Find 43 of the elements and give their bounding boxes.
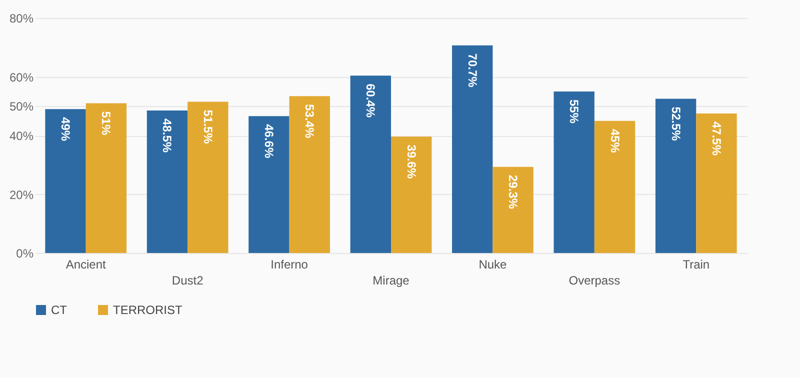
bar — [289, 96, 330, 253]
bar — [696, 113, 737, 253]
x-tick-label: Overpass — [568, 274, 620, 288]
x-tick-label: Inferno — [270, 258, 308, 272]
data-label: 39.6% — [404, 144, 418, 180]
y-tick-label: 80% — [9, 12, 34, 26]
legend-label: CT — [51, 303, 68, 317]
y-tick-label: 50% — [9, 100, 34, 114]
data-label: 48.5% — [160, 118, 174, 153]
x-tick-label: Dust2 — [172, 274, 204, 288]
y-tick-label: 0% — [16, 246, 34, 260]
x-tick-label: Mirage — [372, 274, 410, 288]
data-label: 55% — [567, 99, 582, 124]
data-label: 47.5% — [709, 121, 724, 156]
bar — [45, 109, 86, 253]
data-label: 29.3% — [506, 174, 520, 210]
data-label: 70.7% — [465, 53, 480, 88]
bar — [86, 103, 127, 253]
bar — [188, 102, 228, 253]
bar — [554, 91, 594, 253]
data-label: 60.4% — [364, 84, 378, 118]
y-tick-label: 40% — [9, 129, 34, 143]
x-tick-label: Ancient — [66, 258, 107, 272]
data-label: 49% — [58, 117, 73, 142]
bar — [492, 166, 534, 253]
data-label: 45% — [608, 128, 622, 154]
y-tick-label: 20% — [9, 188, 34, 202]
bar — [350, 76, 391, 253]
data-label: 53.4% — [302, 104, 317, 138]
bar — [655, 98, 696, 253]
bar — [452, 45, 493, 253]
x-tick-label: Nuke — [478, 258, 508, 272]
x-tick-label: Train — [682, 258, 710, 272]
y-tick-label: 60% — [9, 70, 34, 84]
bar — [146, 110, 188, 253]
bar — [391, 136, 432, 253]
data-label: 46.6% — [262, 124, 276, 158]
data-label: 51.5% — [200, 110, 215, 144]
bar — [594, 120, 636, 253]
data-label: 52.5% — [668, 106, 683, 142]
legend-label: TERRORIST — [113, 303, 184, 317]
bar — [248, 116, 290, 253]
data-label: 51% — [99, 111, 114, 136]
